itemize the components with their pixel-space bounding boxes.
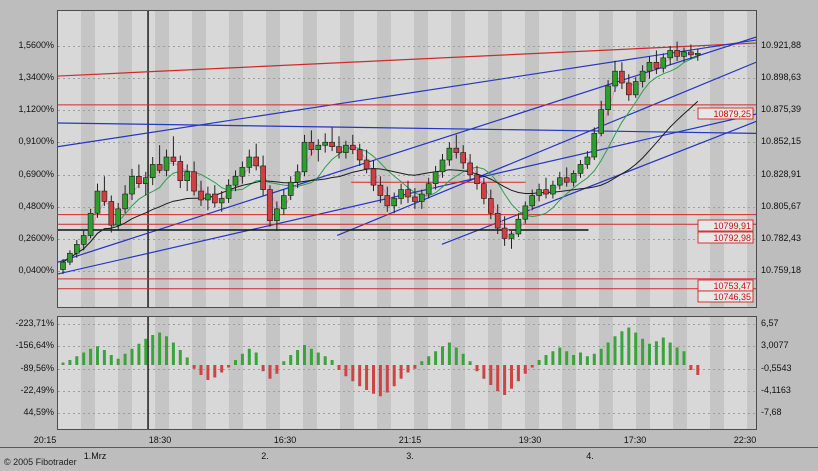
lower-right-axis-label: -4,1163 [761, 385, 791, 395]
histogram-chart-svg[interactable] [58, 317, 756, 429]
copyright: © 2005 Fibotrader [4, 457, 77, 467]
left-axis-label: 0,4800% [18, 201, 54, 211]
lower-left-axis-label: -22,49% [20, 385, 54, 395]
right-axis-label: 10.921,88 [761, 40, 802, 50]
time-axis-label: 18:30 [148, 435, 172, 445]
date-axis-label: 4. [586, 451, 594, 461]
left-axis-label: 1,3400% [18, 72, 54, 82]
time-axis-label: 20:15 [33, 435, 57, 445]
price-flag: 10792,98 [713, 233, 751, 243]
left-axis-label: 0,0400% [18, 265, 54, 275]
right-axis-label: 10.782,43 [761, 233, 802, 243]
candles-group [60, 41, 701, 274]
date-axis-label: 1.Mrz [83, 451, 107, 461]
left-axis-label: 1,1200% [18, 104, 54, 114]
lower-left-axis-label: 44,59% [23, 407, 54, 417]
price-levels-group [58, 104, 756, 290]
left-axis-label: 0,6900% [18, 169, 54, 179]
price-flag: 10879,25 [713, 109, 751, 119]
right-axis-label: 10.759,18 [761, 265, 802, 275]
price-flag: 10799,91 [713, 221, 751, 231]
time-axis-label: 22:30 [733, 435, 757, 445]
price-flag: 10753,47 [713, 281, 751, 291]
lower-right-axis-label: -0,5543 [761, 363, 792, 373]
time-axis-label: 19:30 [518, 435, 542, 445]
time-axis-label: 21:15 [398, 435, 422, 445]
oscillator-panel[interactable] [57, 316, 757, 430]
time-axis-label: 16:30 [273, 435, 297, 445]
time-axis-label: 17:30 [623, 435, 647, 445]
lower-left-axis-label: -156,64% [15, 340, 54, 350]
right-axis-label: 10.828,91 [761, 169, 802, 179]
trendlines-group [58, 36, 756, 275]
lower-right-axis-label: 6,57 [761, 318, 779, 328]
left-axis-label: 0,9100% [18, 136, 54, 146]
right-axis-label: 10.875,39 [761, 104, 802, 114]
lower-right-axis-label: 3,0077 [761, 340, 789, 350]
lower-left-axis-label: -223,71% [15, 318, 54, 328]
lower-left-axis-label: -89,56% [20, 363, 54, 373]
right-axis-label: 10.852,15 [761, 136, 802, 146]
date-axis-label: 2. [261, 451, 269, 461]
histogram-bars-group [61, 327, 700, 397]
main-grid [58, 46, 756, 272]
right-axis-label: 10.805,67 [761, 201, 802, 211]
main-chart-panel[interactable]: 10879,25 10799,91 10792,98 10753,47 10746,35 [57, 10, 757, 308]
left-axis-label: 1,5600% [18, 40, 54, 50]
left-axis-label: 0,2600% [18, 233, 54, 243]
price-flag: 10746,35 [713, 292, 751, 302]
date-axis-separator [0, 447, 818, 448]
right-axis-label: 10.898,63 [761, 72, 802, 82]
date-axis-label: 3. [406, 451, 414, 461]
lower-right-axis-label: -7,68 [761, 407, 782, 417]
